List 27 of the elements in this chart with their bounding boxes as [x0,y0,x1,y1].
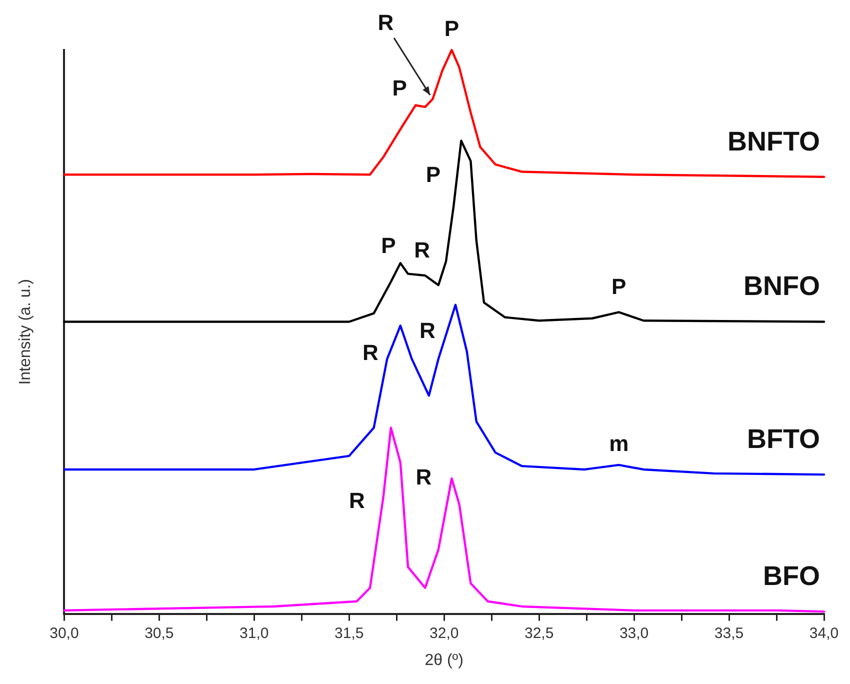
y-axis-title: Intensity (a. u.) [17,278,34,385]
x-axis-title: 2θ (º) [424,652,464,669]
x-tick-label: 30,0 [50,624,79,642]
x-tick-label: 30,5 [144,624,174,642]
series-label: BNFTO [728,126,820,156]
x-tick-label: 31,0 [240,624,269,642]
x-tick-label: 32,0 [430,624,459,642]
annotation: m [609,431,629,456]
series-label: BNFO [744,271,820,302]
annotation: P [426,162,441,187]
annotation: R [420,318,436,343]
annotation: R [378,10,394,36]
annotation: R [348,488,365,513]
annotation: R [414,238,430,263]
series-label: BFO [763,561,820,591]
series-label: BFTO [747,424,820,454]
x-tick-label: 32,5 [524,624,554,642]
annotation: P [612,274,626,300]
annotation: R [416,464,432,490]
x-tick-label: 31,5 [334,624,364,642]
annotation: R [362,340,378,365]
x-tick-label: 34,0 [809,624,839,642]
annotation: P [381,233,396,258]
x-tick-label: 33,0 [619,624,649,642]
x-tick-label: 33,5 [714,624,744,642]
annotation: P [392,75,407,100]
annotation: P [444,16,460,42]
